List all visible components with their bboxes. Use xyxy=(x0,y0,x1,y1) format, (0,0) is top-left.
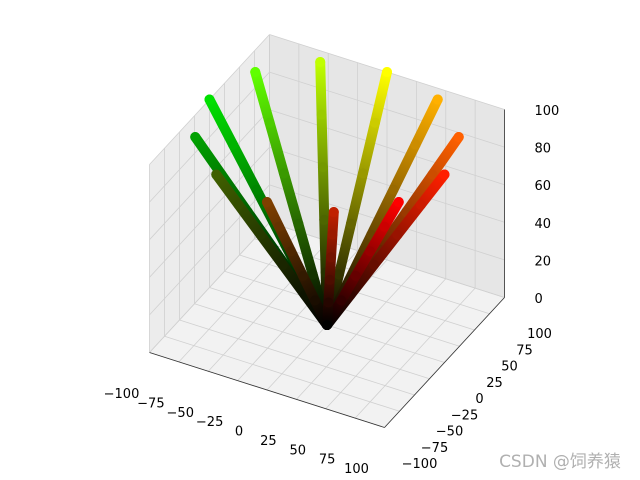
watermark: CSDN @饲养猿 xyxy=(499,452,621,472)
point xyxy=(453,131,464,142)
point xyxy=(427,169,438,180)
grid-line xyxy=(149,71,270,203)
point xyxy=(379,221,390,232)
grid-line xyxy=(269,222,505,298)
y-tick-label: −75 xyxy=(421,441,448,456)
point xyxy=(251,184,262,195)
point xyxy=(323,297,334,308)
point xyxy=(315,56,326,67)
ray-line xyxy=(250,67,332,330)
point xyxy=(298,270,308,281)
y-tick-label: 0 xyxy=(475,392,483,407)
point xyxy=(370,117,380,128)
point xyxy=(328,207,339,218)
y-tick-label: 75 xyxy=(516,343,533,358)
x-tick-label: 25 xyxy=(260,434,277,449)
point xyxy=(327,229,338,240)
x-tick-label: −25 xyxy=(196,415,223,430)
point xyxy=(393,196,404,207)
point xyxy=(278,168,289,179)
point xyxy=(350,270,361,281)
point xyxy=(317,162,328,173)
point xyxy=(316,109,327,120)
y-tick-label: 25 xyxy=(486,376,503,391)
point xyxy=(358,168,368,179)
point xyxy=(293,218,304,229)
ray-line xyxy=(322,207,339,330)
point xyxy=(416,199,426,210)
ray-line xyxy=(211,169,332,330)
z-tick-label: 40 xyxy=(535,217,552,232)
point xyxy=(204,94,215,105)
point xyxy=(211,169,222,180)
ray-line xyxy=(322,67,392,330)
point xyxy=(277,259,288,270)
z-tick-label: 60 xyxy=(535,179,552,194)
point xyxy=(286,246,296,257)
point xyxy=(382,67,392,77)
y-tick-label: −25 xyxy=(451,408,478,423)
point xyxy=(334,269,344,280)
x-tick-label: 50 xyxy=(289,443,306,458)
y-tick-label: −50 xyxy=(436,425,463,440)
point xyxy=(255,229,266,240)
point xyxy=(326,252,337,263)
point xyxy=(264,117,275,128)
point xyxy=(250,67,261,78)
point xyxy=(432,94,443,105)
grid-line xyxy=(149,222,270,353)
point xyxy=(439,169,450,180)
point xyxy=(388,184,399,195)
grid-line xyxy=(179,319,415,396)
point xyxy=(336,295,347,306)
z-tick-label: 80 xyxy=(535,142,552,157)
point xyxy=(346,218,356,229)
point xyxy=(233,199,244,210)
y-tick-label: −100 xyxy=(402,457,438,472)
point xyxy=(228,139,238,150)
y-tick-label: 50 xyxy=(501,360,518,375)
grid-line xyxy=(269,71,505,148)
point xyxy=(307,269,318,280)
grid-line xyxy=(269,146,505,223)
x-tick-label: 75 xyxy=(319,453,336,468)
x-tick-label: 0 xyxy=(235,425,243,440)
point xyxy=(262,197,272,207)
grid-line xyxy=(194,303,430,380)
x-axis-line xyxy=(149,352,385,428)
grid-line xyxy=(164,335,400,412)
z-tick-label: 0 xyxy=(535,292,543,307)
x-tick-label: −100 xyxy=(104,387,140,402)
grid-line xyxy=(149,109,270,240)
y-tick-label: 100 xyxy=(527,327,552,342)
point xyxy=(369,259,379,270)
point xyxy=(319,214,330,225)
point xyxy=(392,229,403,240)
point xyxy=(410,139,421,150)
point xyxy=(365,246,376,257)
point xyxy=(324,274,335,285)
point xyxy=(310,295,320,306)
y-axis-line xyxy=(384,297,505,428)
point xyxy=(274,221,284,232)
x-tick-label: −75 xyxy=(137,396,164,411)
z-tick-label: 20 xyxy=(535,254,552,269)
grid-line xyxy=(269,109,505,186)
z-tick-label: 100 xyxy=(535,104,560,119)
point xyxy=(190,132,201,143)
point xyxy=(322,320,332,330)
x-tick-label: 100 xyxy=(344,462,369,477)
x-tick-label: −50 xyxy=(167,406,194,421)
